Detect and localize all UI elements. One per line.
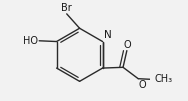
Text: N: N	[104, 30, 111, 40]
Text: Br: Br	[61, 3, 71, 13]
Text: O: O	[139, 80, 147, 90]
Text: CH₃: CH₃	[154, 74, 172, 84]
Text: HO: HO	[23, 36, 38, 46]
Text: O: O	[124, 40, 131, 50]
